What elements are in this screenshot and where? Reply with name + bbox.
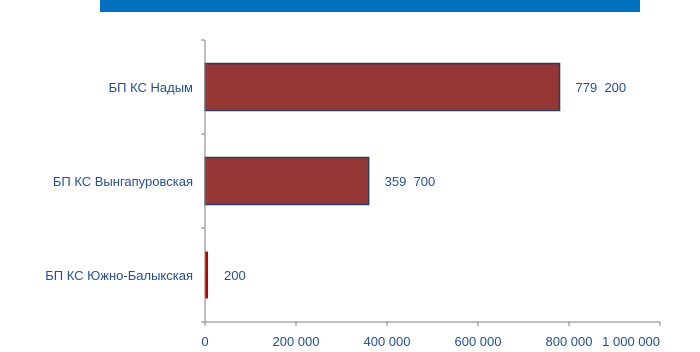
bar <box>205 251 208 299</box>
axes-group <box>201 39 661 326</box>
category-label: БП КС Вынгапуровская <box>53 174 193 189</box>
data-label: 359 700 <box>385 174 436 189</box>
data-label: 779 200 <box>576 80 627 95</box>
x-tick-label: 0 <box>201 334 208 349</box>
bars-group <box>204 62 561 299</box>
category-label: БП КС Южно-Балыкская <box>45 268 193 283</box>
bar <box>204 156 370 206</box>
x-tick-label: 800 000 <box>546 334 593 349</box>
bar <box>204 62 561 112</box>
data-label: 200 <box>224 268 246 283</box>
labels-group: 0 200 000 400 000 600 000 800 000 1 000 000 БП… <box>45 80 660 349</box>
x-tick-label: 200 000 <box>273 334 320 349</box>
category-label: БП КС Надым <box>109 80 193 95</box>
x-tick-label: 1 000 000 <box>602 334 660 349</box>
x-tick-label: 400 000 <box>364 334 411 349</box>
x-tick-label: 600 000 <box>455 334 502 349</box>
header-band <box>100 0 640 12</box>
